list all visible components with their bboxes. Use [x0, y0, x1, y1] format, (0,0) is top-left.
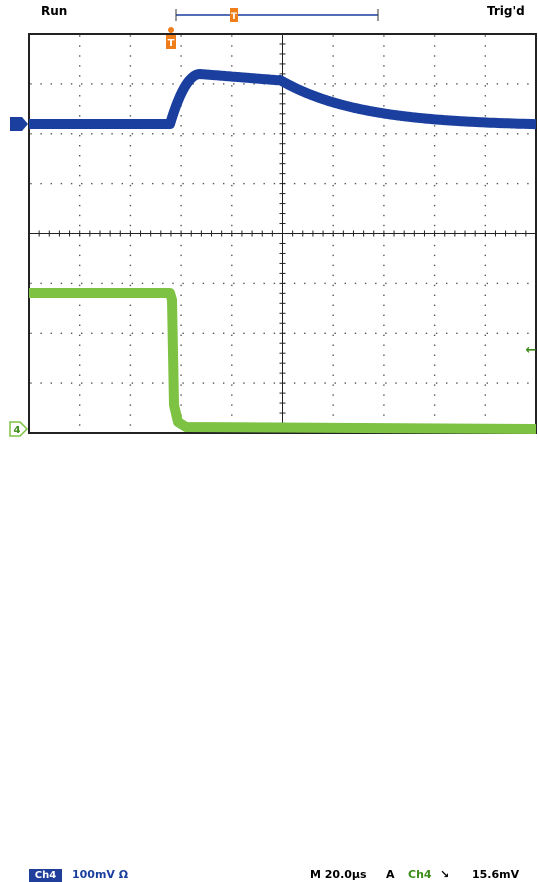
ch4-waveform	[29, 288, 537, 434]
ch4-badge[interactable]: Ch4	[29, 869, 62, 882]
trigger-source-readout: Ch4	[408, 868, 432, 881]
svg-text:T: T	[231, 12, 238, 22]
trigger-position-icon: T	[230, 8, 238, 22]
graticule-grid	[30, 35, 529, 426]
svg-text:←: ←	[526, 343, 537, 358]
graticule-center-axes	[28, 33, 537, 433]
timebase-readout: M 20.0µs	[310, 868, 367, 881]
trigger-point-icon: T	[166, 27, 176, 49]
trigger-status-label: Trig'd	[487, 4, 525, 18]
scope-display: T T 4 ←	[9, 8, 538, 437]
svg-text:T: T	[168, 38, 175, 49]
record-position-bracket	[175, 9, 379, 21]
ch1-waveform	[29, 69, 538, 130]
readout-bar: Ch4 100mV Ω M 20.0µs A Ch4 ↘ 15.6mV	[0, 432, 538, 882]
ch4-ground-marker[interactable]: 4	[9, 421, 29, 437]
status-bar: Run Trig'd	[0, 0, 538, 22]
run-status-label: Run	[41, 4, 68, 18]
svg-text:4: 4	[14, 425, 21, 436]
trigger-level-readout: 15.6mV	[472, 868, 520, 881]
ch4-scale-readout: 100mV Ω	[72, 868, 129, 881]
ch4-trigger-level-marker[interactable]: ←	[526, 343, 537, 358]
trigger-mode-readout: A	[386, 868, 395, 881]
ch1-ground-marker[interactable]	[10, 117, 28, 131]
trigger-slope-icon: ↘	[440, 868, 450, 881]
